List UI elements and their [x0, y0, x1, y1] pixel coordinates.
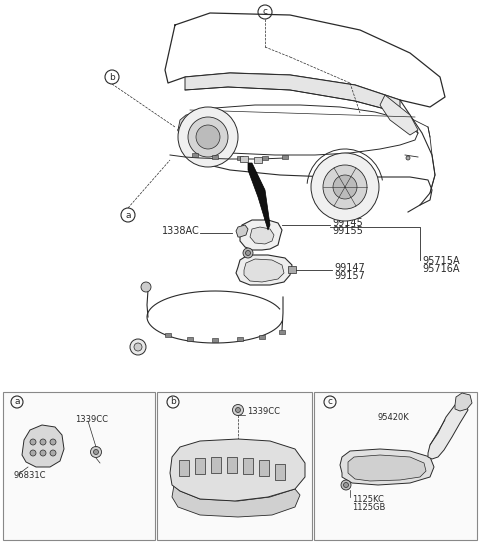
Circle shape: [30, 439, 36, 445]
Text: 95715A: 95715A: [422, 256, 460, 266]
Text: 99155: 99155: [332, 226, 363, 236]
Circle shape: [50, 450, 56, 456]
Circle shape: [344, 482, 348, 487]
Circle shape: [94, 450, 98, 455]
Text: 1339CC: 1339CC: [75, 415, 108, 425]
Circle shape: [134, 343, 142, 351]
Bar: [237, 156, 243, 160]
Bar: [275, 464, 285, 480]
Circle shape: [333, 175, 357, 199]
Circle shape: [243, 248, 253, 258]
Text: 95420K: 95420K: [378, 413, 410, 421]
Polygon shape: [170, 439, 305, 501]
Circle shape: [40, 439, 46, 445]
Circle shape: [141, 282, 151, 292]
Text: b: b: [109, 72, 115, 82]
Bar: [314, 392, 477, 540]
Bar: [288, 266, 296, 273]
Polygon shape: [455, 393, 472, 411]
Polygon shape: [172, 485, 300, 517]
Bar: [195, 458, 205, 474]
Circle shape: [406, 156, 410, 160]
Text: 96831C: 96831C: [14, 470, 47, 480]
Bar: [259, 460, 269, 476]
Bar: [212, 155, 218, 159]
Circle shape: [245, 251, 251, 256]
Text: 1339CC: 1339CC: [247, 408, 280, 416]
Text: 1338AC: 1338AC: [162, 226, 200, 236]
Polygon shape: [22, 425, 64, 467]
Circle shape: [40, 450, 46, 456]
Polygon shape: [178, 113, 200, 139]
Text: c: c: [327, 397, 333, 407]
Text: 95716A: 95716A: [422, 264, 459, 274]
Bar: [254, 157, 262, 163]
Text: 99157: 99157: [334, 271, 365, 281]
Bar: [237, 337, 243, 341]
Bar: [187, 337, 193, 341]
Circle shape: [341, 480, 351, 490]
Bar: [3, 392, 155, 540]
Polygon shape: [236, 225, 248, 237]
Circle shape: [178, 107, 238, 167]
Text: 99147: 99147: [334, 263, 365, 273]
Polygon shape: [340, 449, 434, 485]
Text: 1125GB: 1125GB: [352, 502, 385, 512]
Text: 1125KC: 1125KC: [352, 494, 384, 504]
Circle shape: [91, 446, 101, 457]
Bar: [157, 392, 312, 540]
Bar: [192, 153, 198, 157]
Polygon shape: [348, 455, 426, 481]
Text: a: a: [125, 210, 131, 220]
Bar: [227, 457, 237, 473]
Bar: [165, 333, 171, 337]
Polygon shape: [185, 73, 400, 113]
Bar: [212, 338, 218, 342]
Circle shape: [311, 153, 379, 221]
Circle shape: [130, 339, 146, 355]
Polygon shape: [248, 163, 270, 230]
Bar: [259, 335, 265, 339]
Bar: [279, 330, 285, 334]
Text: c: c: [263, 8, 267, 16]
Text: b: b: [170, 397, 176, 407]
Bar: [243, 458, 253, 474]
Polygon shape: [428, 403, 468, 459]
Polygon shape: [236, 255, 292, 285]
Circle shape: [196, 125, 220, 149]
Bar: [262, 156, 268, 160]
Circle shape: [323, 165, 367, 209]
Polygon shape: [244, 259, 284, 282]
Text: 99145: 99145: [332, 218, 363, 228]
Bar: [240, 156, 248, 162]
Bar: [211, 457, 221, 473]
Circle shape: [50, 439, 56, 445]
Text: a: a: [14, 397, 20, 407]
Circle shape: [236, 408, 240, 413]
Circle shape: [30, 450, 36, 456]
Polygon shape: [380, 95, 418, 135]
Bar: [282, 155, 288, 159]
Polygon shape: [240, 220, 282, 250]
Circle shape: [232, 404, 243, 415]
Polygon shape: [250, 227, 274, 244]
Bar: [179, 460, 189, 476]
Circle shape: [188, 117, 228, 157]
